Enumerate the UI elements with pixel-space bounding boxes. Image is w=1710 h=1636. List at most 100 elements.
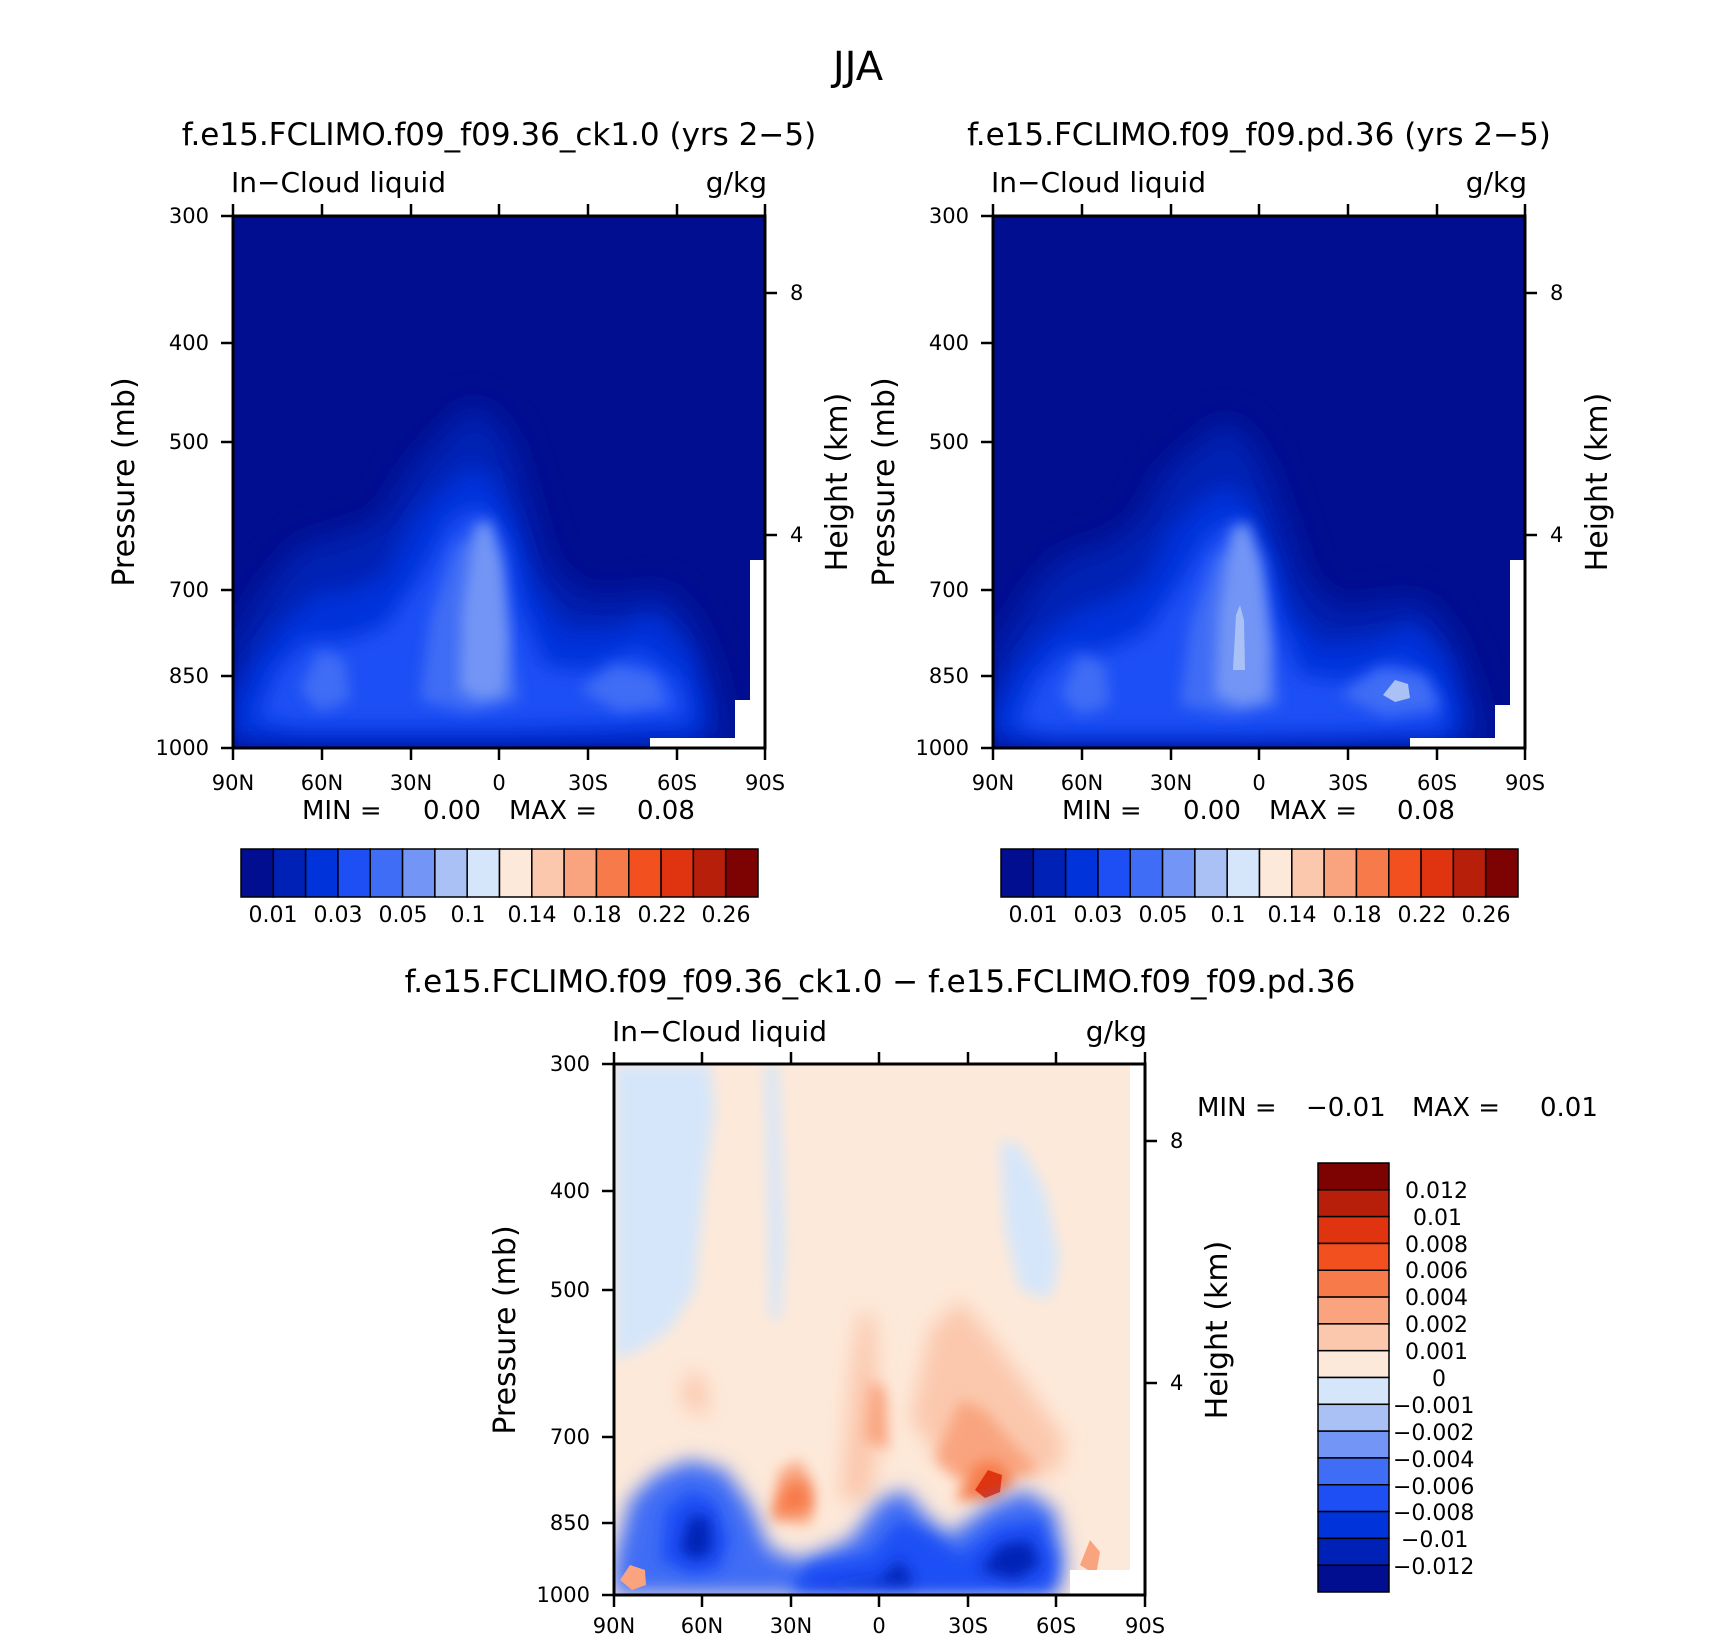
colorbar-swatch [563,848,598,898]
colorbar-label: 0.1 [451,903,486,928]
colorbar-label: 0.14 [508,903,557,928]
y-tick-label: 500 [929,430,969,454]
y-tick-label: 1000 [916,736,969,760]
colorbar-label: 0.14 [1268,903,1317,928]
panel-2-y-axis-label: Pressure (mb) [867,377,902,586]
panel-1-field [233,216,765,748]
x-tick-label: 0 [492,771,505,795]
max-value: 0.08 [1397,796,1455,826]
colorbar-swatch [1317,1403,1390,1432]
panel-3-y2-axis-label: Height (km) [1200,1241,1235,1420]
colorbar-label: −0.012 [1393,1555,1474,1580]
colorbar-swatch [1032,848,1067,898]
panel-3-negative-upper-region [614,1064,715,1360]
panel-1-units-label: g/kg [706,166,767,199]
panel-3-ticks [602,1052,1157,1607]
max-label: MAX = [1269,796,1357,826]
x-tick-label: 90S [1125,1614,1165,1636]
panel-3-variable-label: In−Cloud liquid [612,1015,827,1048]
y-tick-label: 500 [550,1278,590,1302]
colorbar-swatch [240,848,275,898]
colorbar-label: 0.26 [1462,903,1511,928]
colorbar-swatch [1317,1349,1390,1379]
panel-2-units-label: g/kg [1466,166,1527,199]
colorbar-swatch [1317,1430,1390,1459]
colorbar-label: −0.002 [1393,1421,1474,1446]
colorbar-label: 0.18 [1333,903,1382,928]
panel-2-x-tick-labels: 90N 60N 30N 0 30S 60S 90S [972,771,1545,795]
x-tick-label: 60S [657,771,697,795]
x-tick-label: 60N [1061,771,1103,795]
panel-2-cloud-core [1215,522,1270,706]
panel-3-missing-region [1070,1570,1145,1595]
y-tick-label: 850 [929,664,969,688]
colorbar-label: 0.01 [1413,1206,1462,1231]
panel-3-min-max: MIN = −0.01 MAX = 0.01 [1197,1093,1598,1123]
panel-2: f.e15.FCLIMO.f09_f09.pd.36 (yrs 2−5) In−… [867,117,1615,928]
colorbar-swatch [1317,1484,1390,1513]
colorbar-label: −0.008 [1393,1501,1474,1526]
figure-title: JJA [830,44,884,90]
colorbar-label: 0.002 [1405,1313,1468,1338]
colorbar-label: 0.01 [1009,903,1058,928]
panel-2-missing-region [1510,560,1525,748]
panel-2-y2-axis-label: Height (km) [1580,393,1615,572]
y-tick-label: 400 [169,331,209,355]
x-tick-label: 30S [1328,771,1368,795]
colorbar-swatch [1317,1269,1390,1298]
max-label: MAX = [509,796,597,826]
min-value: 0.00 [423,796,481,826]
y-tick-label: 300 [929,204,969,228]
panel-2-y-tick-labels: 300 400 500 700 850 1000 [916,204,969,760]
colorbar-label: 0.22 [638,903,687,928]
x-tick-label: 30N [770,1614,812,1636]
colorbar-swatch [724,848,759,898]
x-tick-label: 30S [568,771,608,795]
x-tick-label: 90N [593,1614,635,1636]
y-tick-label: 850 [169,664,209,688]
colorbar-label: 0.03 [314,903,363,928]
colorbar-swatch [1317,1189,1390,1218]
panel-1-colorbar [240,848,759,898]
colorbar-label: 0.006 [1405,1259,1468,1284]
colorbar-swatch [1317,1457,1390,1486]
colorbar-label: 0.004 [1405,1286,1468,1311]
panel-1-min-max: MIN = 0.00 MAX = 0.08 [302,796,695,826]
colorbar-label: 0.01 [249,903,298,928]
colorbar-label: 0.008 [1405,1233,1468,1258]
colorbar-swatch [1317,1242,1390,1271]
colorbar-swatch [1291,848,1325,898]
x-tick-label: 90S [745,771,785,795]
colorbar-swatch [628,848,662,898]
colorbar-swatch [1317,1564,1390,1593]
colorbar-swatch [1226,848,1261,898]
panel-1-missing-region [650,738,765,748]
panel-3-y-axis-label: Pressure (mb) [488,1225,523,1434]
colorbar-swatch [1161,848,1196,898]
colorbar-swatch [304,848,339,898]
min-label: MIN = [1197,1093,1277,1123]
colorbar-label: 0.001 [1405,1340,1468,1365]
panel-3-negative-upper-region [765,1064,785,1320]
colorbar-swatch [1452,848,1487,898]
colorbar-swatch [1097,848,1131,898]
colorbar-label: 0.22 [1398,903,1447,928]
y2-tick-label: 4 [1550,523,1563,547]
max-value: 0.08 [637,796,695,826]
y-tick-label: 700 [169,578,209,602]
colorbar-swatch [466,848,501,898]
panel-1-ticks [221,204,777,760]
panel-3-negative-lower-region [660,1490,1055,1592]
panel-2-field [993,216,1525,748]
colorbar-swatch [660,848,695,898]
panel-3-height-tick-labels: 8 4 [1170,1129,1183,1395]
x-tick-label: 60S [1036,1614,1076,1636]
x-tick-label: 90N [972,771,1014,795]
colorbar-label: 0.05 [379,903,428,928]
colorbar-swatch [1323,848,1358,898]
y-tick-label: 700 [550,1425,590,1449]
colorbar-swatch [369,848,404,898]
panel-1-colorbar-labels: 0.01 0.03 0.05 0.1 0.14 0.18 0.22 0.26 [249,903,751,928]
panel-1-cloud-core [460,520,508,700]
panel-1-y2-axis-label: Height (km) [820,393,855,572]
